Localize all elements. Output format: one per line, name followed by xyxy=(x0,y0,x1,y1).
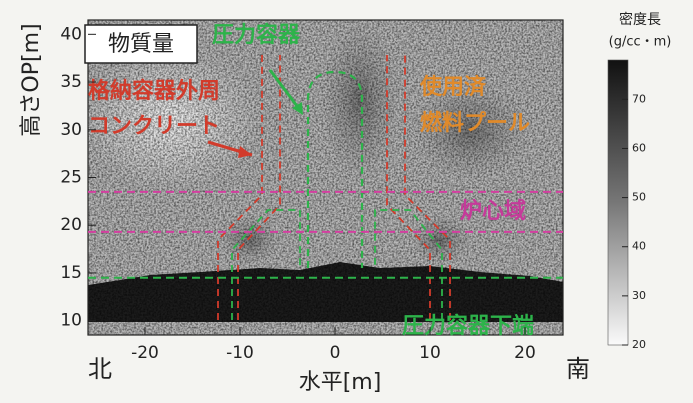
colorbar-tick-label: 40 xyxy=(632,240,646,253)
colorbar-tick-label: 70 xyxy=(632,92,646,105)
annotation: 物質量 xyxy=(108,32,174,57)
annotation: 燃料プール xyxy=(420,110,530,136)
colorbar-tick-label: 50 xyxy=(632,191,646,204)
direction-label: 南 xyxy=(566,355,590,383)
colorbar-tick-label: 20 xyxy=(632,338,646,351)
y-tick-label: 35 xyxy=(60,72,82,92)
annotation: コンクリート xyxy=(88,114,220,139)
x-tick-label: -10 xyxy=(226,343,254,363)
x-axis-label: 水平[m] xyxy=(299,370,382,395)
y-tick-label: 25 xyxy=(60,168,82,188)
x-tick-label: 0 xyxy=(330,343,341,363)
y-tick-label: 30 xyxy=(60,120,82,140)
y-tick-label: 15 xyxy=(60,263,82,283)
density-image xyxy=(80,20,563,335)
annotation: 使用済 xyxy=(419,74,487,100)
x-tick-label: -20 xyxy=(131,343,159,363)
annotation: 圧力容器下端 xyxy=(402,313,534,339)
x-tick-label: 10 xyxy=(419,343,441,363)
y-axis-label: 高さOP[m] xyxy=(19,23,44,136)
y-tick-label: 40 xyxy=(60,24,82,44)
colorbar xyxy=(608,60,628,345)
annotation: 圧力容器 xyxy=(212,22,301,48)
y-tick-label: 20 xyxy=(60,215,82,235)
colorbar-tick-label: 30 xyxy=(632,289,646,302)
y-tick-label: 10 xyxy=(60,311,82,331)
direction-label: 北 xyxy=(88,355,112,383)
x-tick-label: 20 xyxy=(514,343,536,363)
annotation: 格納容器外周 xyxy=(88,78,220,104)
annotation: 炉心域 xyxy=(460,198,526,224)
colorbar-unit: (g/cc・m) xyxy=(609,35,672,50)
colorbar-tick-label: 60 xyxy=(632,141,646,154)
colorbar-title: 密度長 xyxy=(619,11,661,28)
chart: 物質量 圧力容器 格納容器外周 コンクリート 使用済 燃料プール 炉心域 圧力容… xyxy=(0,0,693,403)
